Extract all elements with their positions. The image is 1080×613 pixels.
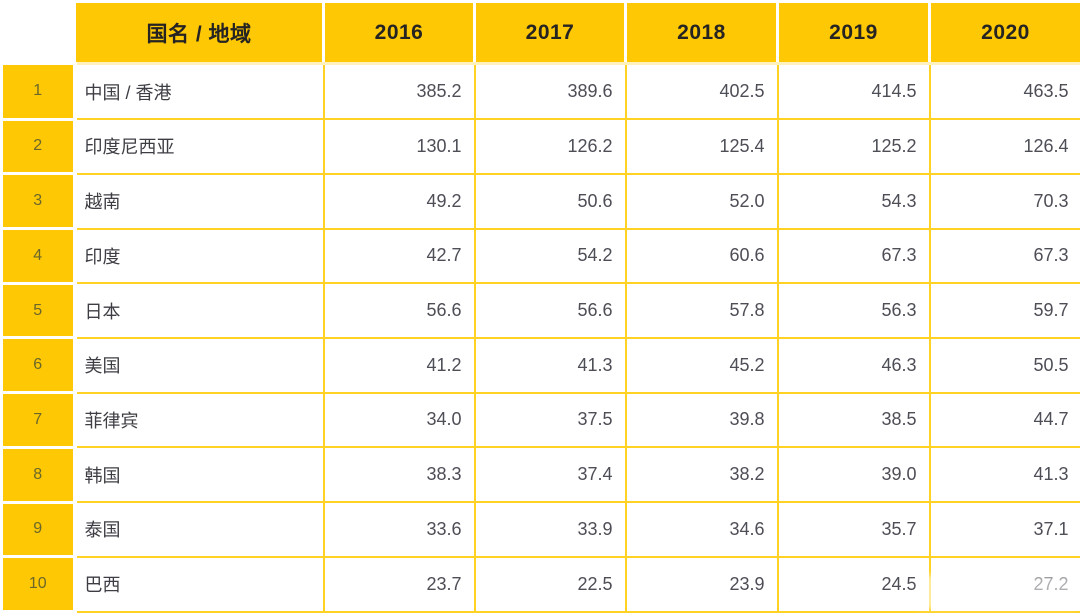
value-cell: 57.8 xyxy=(624,282,779,339)
value-cell: 463.5 xyxy=(928,62,1080,121)
country-name-cell: 韩国 xyxy=(73,446,325,504)
value-cell: 42.7 xyxy=(322,227,476,285)
value-cell: 35.7 xyxy=(776,501,931,558)
value-cell: 38.2 xyxy=(624,446,779,504)
value-cell: 126.2 xyxy=(473,118,627,175)
header-country-region: 国名 / 地域 xyxy=(73,0,325,65)
value-cell: 34.6 xyxy=(624,501,779,558)
value-cell: 39.8 xyxy=(624,391,779,449)
value-cell: 56.3 xyxy=(776,282,931,339)
value-cell: 56.6 xyxy=(322,282,476,339)
table-row: 9 泰国 33.6 33.9 34.6 35.7 37.1 xyxy=(0,500,1080,559)
value-cell: 125.2 xyxy=(776,118,931,175)
value-cell: 41.2 xyxy=(322,336,476,394)
value-cell: 27.2 xyxy=(928,555,1080,613)
value-cell: 389.6 xyxy=(473,62,627,121)
header-row: 国名 / 地域 2016 2017 2018 2019 2020 xyxy=(1,0,1080,65)
value-cell: 41.3 xyxy=(473,336,627,394)
table-row: 1 中国 / 香港 385.2 389.6 402.5 414.5 463.5 xyxy=(0,62,1080,121)
rank-cell: 10 xyxy=(0,555,77,613)
table-row: 8 韩国 38.3 37.4 38.2 39.0 41.3 xyxy=(0,445,1080,504)
table-row: 6 美国 41.2 41.3 45.2 46.3 50.5 xyxy=(0,336,1080,395)
rank-cell: 1 xyxy=(0,62,77,121)
rank-cell: 6 xyxy=(0,336,77,395)
country-name-cell: 菲律宾 xyxy=(73,391,325,449)
value-cell: 37.1 xyxy=(928,501,1080,558)
value-cell: 67.3 xyxy=(928,227,1080,285)
value-cell: 52.0 xyxy=(624,172,779,230)
value-cell: 126.4 xyxy=(928,118,1080,175)
value-cell: 23.7 xyxy=(322,555,476,613)
value-cell: 37.5 xyxy=(473,391,627,449)
header-year-2020: 2020 xyxy=(928,0,1080,65)
value-cell: 22.5 xyxy=(473,555,627,613)
corner-cell xyxy=(1,1,75,64)
table-row: 10 巴西 23.7 22.5 23.9 24.5 27.2 xyxy=(0,555,1080,613)
value-cell: 38.3 xyxy=(322,446,476,504)
value-cell: 38.5 xyxy=(776,391,931,449)
country-name-cell: 印度尼西亚 xyxy=(73,118,325,175)
country-name-cell: 中国 / 香港 xyxy=(73,62,325,121)
header-year-2017: 2017 xyxy=(473,0,627,65)
rank-cell: 2 xyxy=(0,117,77,176)
rank-cell: 3 xyxy=(0,172,77,231)
value-cell: 50.6 xyxy=(473,172,627,230)
value-cell: 34.0 xyxy=(322,391,476,449)
country-name-cell: 泰国 xyxy=(73,501,325,558)
value-cell: 59.7 xyxy=(928,282,1080,339)
rank-cell: 7 xyxy=(0,391,77,449)
rank-cell: 4 xyxy=(0,227,77,285)
value-cell: 67.3 xyxy=(776,227,931,285)
value-cell: 44.7 xyxy=(928,391,1080,449)
value-cell: 70.3 xyxy=(928,172,1080,230)
rank-cell: 5 xyxy=(0,281,77,340)
value-cell: 23.9 xyxy=(624,555,779,613)
value-cell: 54.2 xyxy=(473,227,627,285)
header-year-2019: 2019 xyxy=(776,0,931,65)
value-cell: 60.6 xyxy=(624,227,779,285)
header-year-2016: 2016 xyxy=(322,0,476,65)
value-cell: 41.3 xyxy=(928,446,1080,504)
table-row: 7 菲律宾 34.0 37.5 39.8 38.5 44.7 xyxy=(0,391,1080,449)
value-cell: 39.0 xyxy=(776,446,931,504)
table-row: 3 越南 49.2 50.6 52.0 54.3 70.3 xyxy=(0,172,1080,231)
table-row: 2 印度尼西亚 130.1 126.2 125.4 125.2 126.4 xyxy=(0,117,1080,176)
country-name-cell: 印度 xyxy=(73,227,325,285)
value-cell: 45.2 xyxy=(624,336,779,394)
value-cell: 24.5 xyxy=(776,555,931,613)
country-name-cell: 日本 xyxy=(73,282,325,339)
table-row: 5 日本 56.6 56.6 57.8 56.3 59.7 xyxy=(0,281,1080,340)
value-cell: 125.4 xyxy=(624,118,779,175)
table-row: 4 印度 42.7 54.2 60.6 67.3 67.3 xyxy=(0,227,1080,285)
rank-cell: 9 xyxy=(0,500,77,559)
value-cell: 414.5 xyxy=(776,62,931,121)
value-cell: 33.6 xyxy=(322,501,476,558)
value-cell: 402.5 xyxy=(624,62,779,121)
value-cell: 46.3 xyxy=(776,336,931,394)
header-year-2018: 2018 xyxy=(624,0,779,65)
value-cell: 33.9 xyxy=(473,501,627,558)
value-cell: 37.4 xyxy=(473,446,627,504)
country-name-cell: 巴西 xyxy=(73,555,325,613)
value-cell: 130.1 xyxy=(322,118,476,175)
value-cell: 49.2 xyxy=(322,172,476,230)
country-name-cell: 越南 xyxy=(73,172,325,230)
value-cell: 54.3 xyxy=(776,172,931,230)
value-cell: 385.2 xyxy=(322,62,476,121)
value-cell: 56.6 xyxy=(473,282,627,339)
country-name-cell: 美国 xyxy=(73,336,325,394)
rank-cell: 8 xyxy=(0,445,77,504)
value-cell: 50.5 xyxy=(928,336,1080,394)
